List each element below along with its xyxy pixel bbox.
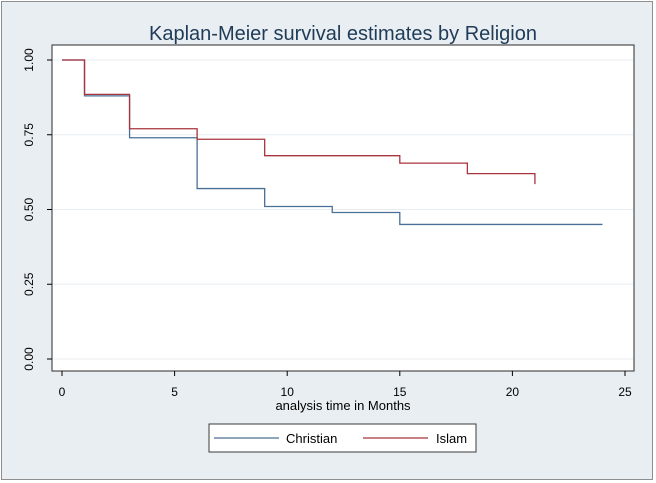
y-tick-label: 1.00	[22, 48, 36, 72]
legend: Christian Islam	[208, 423, 477, 453]
x-tick-label: 10	[281, 385, 295, 399]
y-tick-label: 0.75	[22, 123, 36, 147]
chart-title: Kaplan-Meier survival estimates by Relig…	[149, 23, 537, 45]
plot-area	[51, 44, 635, 372]
y-tick-label: 0.25	[22, 272, 36, 296]
x-tick-label: 0	[59, 385, 66, 399]
legend-label-islam: Islam	[436, 431, 467, 446]
grid	[53, 59, 633, 360]
x-tick-label: 20	[506, 385, 520, 399]
axes: 0.00 0.25 0.50 0.75 1.00 0 5 10 15 20 25	[22, 48, 632, 399]
series-layer	[62, 59, 603, 226]
y-tick-label: 0.50	[22, 197, 36, 221]
legend-label-christian: Christian	[286, 431, 337, 446]
x-tick-label: 15	[393, 385, 407, 399]
series-islam-line	[62, 59, 536, 185]
y-tick-label: 0.00	[22, 347, 36, 371]
x-tick-label: 5	[171, 385, 178, 399]
series-christian-line	[62, 59, 603, 226]
x-tick-label: 25	[618, 385, 632, 399]
x-axis-title: analysis time in Months	[275, 398, 411, 413]
